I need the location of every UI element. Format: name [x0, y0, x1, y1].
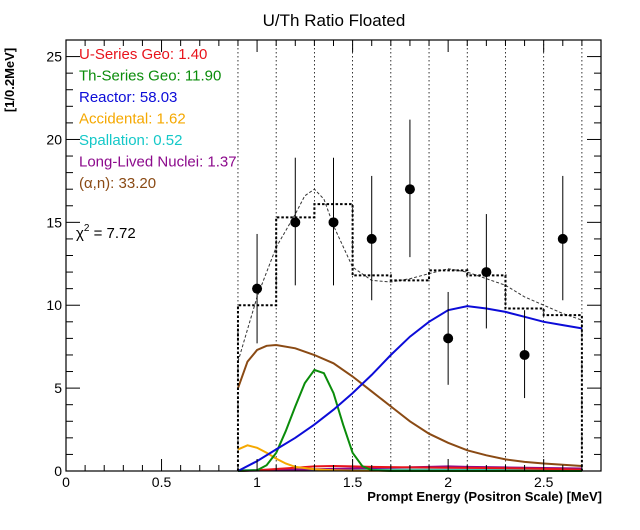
legend: U-Series Geo: 1.40 Th-Series Geo: 11.90 Re…: [79, 46, 237, 192]
legend-entry: U-Series Geo: 1.40: [79, 46, 207, 63]
y-tick-label: 10: [46, 297, 62, 313]
chi2-annotation: χ2 = 7.72: [76, 223, 136, 242]
y-tick-label: 15: [46, 214, 62, 230]
legend-entry: Long-Lived Nuclei: 1.37: [79, 154, 237, 171]
data-point: [481, 267, 492, 278]
data-point: [290, 217, 301, 228]
axis-ticks: 0 0.5 1 1.5 2 2.5 0 5 10 15 20 25: [46, 39, 602, 490]
y-tick-label: 25: [46, 49, 62, 65]
x-tick-label: 0.5: [152, 474, 172, 490]
data-points: [252, 119, 568, 399]
y-tick-label: 0: [54, 463, 62, 479]
legend-entry: Reactor: 58.03: [79, 89, 177, 106]
binned-total-histogram: [236, 203, 583, 471]
y-tick-label: 5: [54, 380, 62, 396]
data-point: [443, 333, 454, 344]
y-axis-label: [1/0.2MeV]: [2, 48, 17, 112]
x-tick-label: 2.5: [534, 474, 554, 490]
legend-entry: (α,n): 33.20: [79, 175, 156, 192]
x-axis-label: Prompt Energy (Positron Scale) [MeV]: [367, 489, 602, 504]
x-tick-label: 1.5: [343, 474, 363, 490]
legend-entry: Spallation: 0.52: [79, 132, 182, 149]
data-point: [519, 349, 530, 360]
x-tick-label: 1: [253, 474, 261, 490]
model-curve: [237, 444, 582, 472]
data-point: [252, 283, 263, 294]
model-curve: [237, 368, 582, 472]
data-point: [366, 233, 377, 244]
model-curve: [237, 188, 583, 362]
x-tick-label: 2: [444, 474, 452, 490]
y-tick-label: 20: [46, 131, 62, 147]
x-tick-label: 0: [62, 474, 70, 490]
data-point: [328, 217, 339, 228]
legend-entry: Accidental: 1.62: [79, 111, 186, 128]
model-curve: [237, 343, 582, 467]
binned-total-step: [236, 203, 583, 471]
legend-entry: Th-Series Geo: 11.90: [79, 68, 221, 85]
data-point: [404, 184, 415, 195]
data-point: [557, 233, 568, 244]
chart-title: U/Th Ratio Floated: [263, 11, 406, 30]
